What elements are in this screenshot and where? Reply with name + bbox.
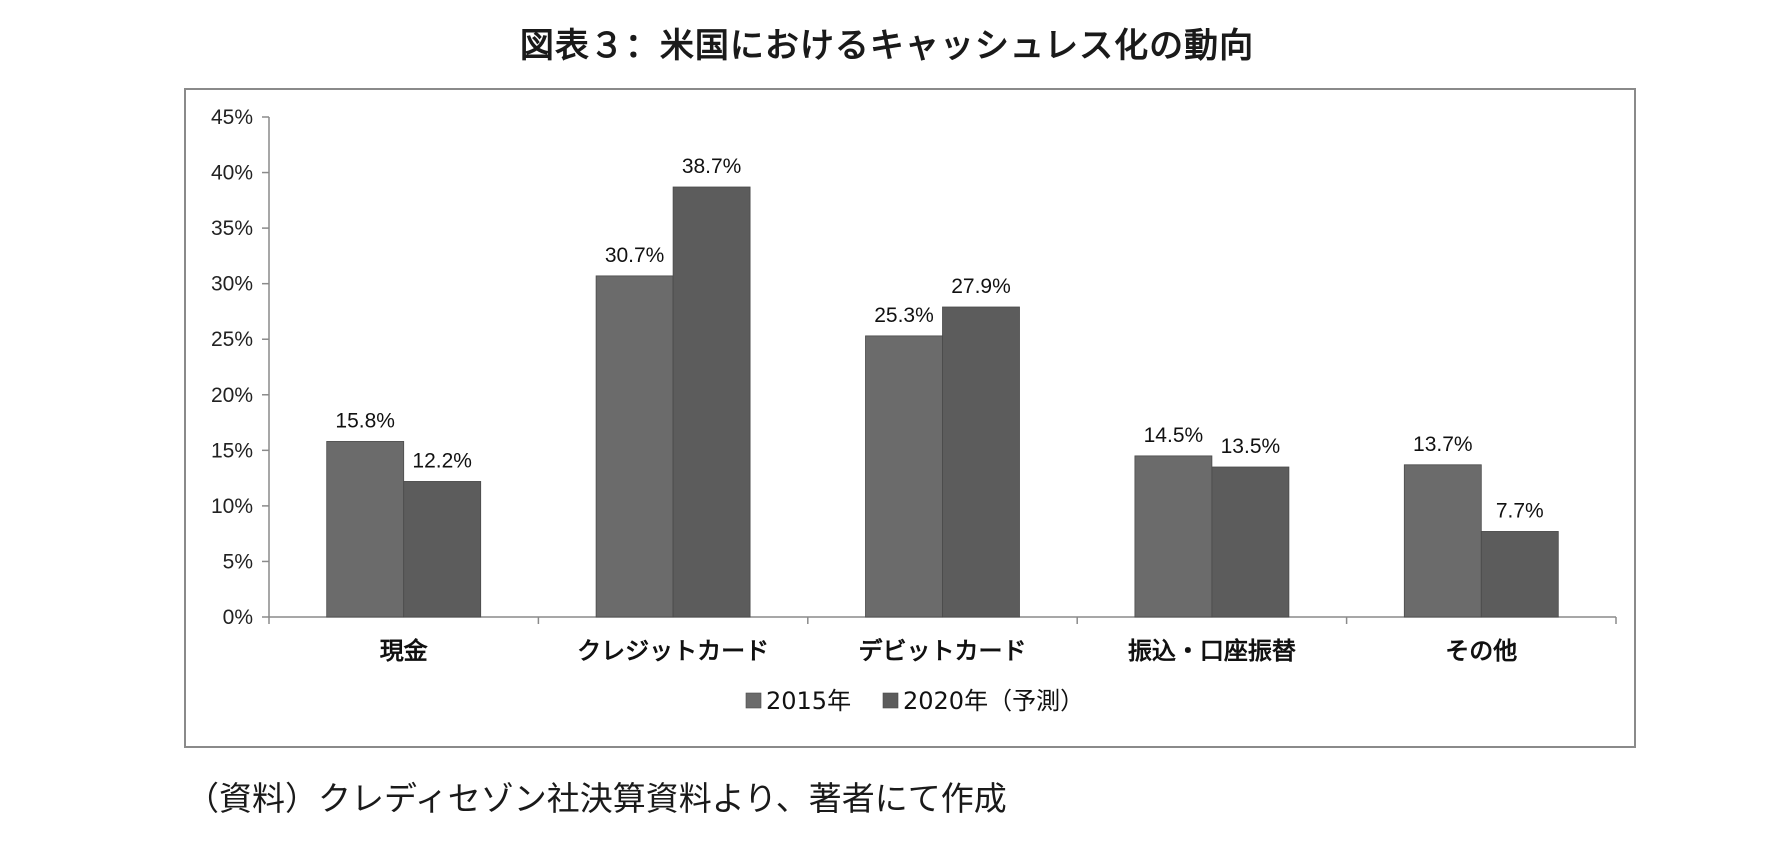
y-tick-label: 30%	[211, 273, 253, 296]
bar-series2	[1211, 466, 1290, 618]
y-tick-label: 0%	[223, 606, 253, 629]
category-label: デビットカード	[859, 637, 1027, 665]
data-label: 13.7%	[1413, 433, 1473, 456]
y-tick-label: 35%	[211, 217, 253, 240]
bar-chart: 0% 5% 10% 15% 20% 25% 30% 35% 40% 45% 現金 クレジットカード デビ…	[211, 106, 1617, 715]
chart-frame: 0% 5% 10% 15% 20% 25% 30% 35% 40% 45% 現金 クレジットカード デビ…	[184, 88, 1636, 748]
legend-label: 2020年（予測）	[903, 687, 1084, 715]
y-tick-label: 5%	[223, 550, 253, 573]
bar-series2	[942, 306, 1020, 618]
axes: 0% 5% 10% 15% 20% 25% 30% 35% 40% 45% 現金 クレジットカード デビ…	[211, 106, 1617, 665]
y-tick-label: 25%	[211, 328, 253, 351]
y-tick-label: 45%	[211, 106, 253, 129]
data-label: 15.8%	[335, 409, 395, 432]
data-label: 25.3%	[874, 304, 934, 327]
legend-swatch	[882, 692, 899, 709]
bar-series1	[1134, 455, 1213, 618]
data-label: 14.5%	[1144, 424, 1204, 447]
source-note: （資料）クレディセゾン社決算資料より、著者にて作成	[186, 779, 1007, 818]
data-labels: 15.8% 30.7% 25.3% 14.5% 13.7% 12.2% 38.7% 27.9%…	[335, 155, 1543, 522]
bar-series1	[326, 441, 405, 618]
legend-label: 2015年	[766, 687, 851, 715]
category-label: その他	[1445, 637, 1517, 665]
data-label: 38.7%	[682, 155, 742, 178]
data-label: 13.5%	[1221, 435, 1281, 458]
y-tick-label: 15%	[211, 439, 253, 462]
y-tick-label: 20%	[211, 384, 253, 407]
legend: 2015年 2020年（予測）	[745, 687, 1084, 715]
legend-swatch	[745, 692, 762, 709]
y-tick-label: 10%	[211, 495, 253, 518]
bar-series2	[1480, 531, 1559, 618]
data-label: 27.9%	[951, 275, 1011, 298]
bar-series2	[403, 481, 482, 618]
category-label: 現金	[380, 637, 429, 665]
bar-series1	[1403, 464, 1482, 618]
bar-series2	[672, 186, 751, 618]
figure-title: 図表３：米国におけるキャッシュレス化の動向	[519, 26, 1255, 66]
data-label: 12.2%	[412, 449, 472, 472]
category-label: 振込・口座振替	[1128, 637, 1296, 665]
bars	[326, 186, 1559, 618]
category-label: クレジットカード	[577, 637, 769, 665]
y-tick-label: 40%	[211, 162, 253, 185]
data-label: 7.7%	[1496, 499, 1544, 522]
data-label: 30.7%	[605, 244, 665, 267]
bar-series1	[865, 335, 943, 618]
bar-series1	[595, 275, 674, 618]
